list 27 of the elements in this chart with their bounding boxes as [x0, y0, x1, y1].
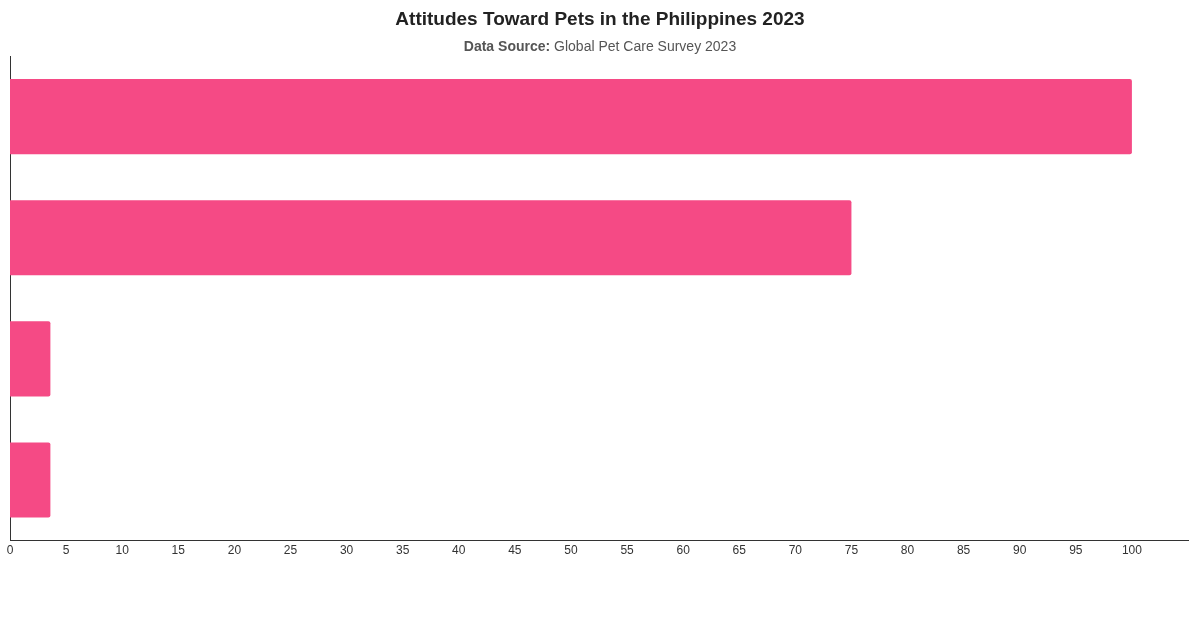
- x-tick-label: 30: [339, 543, 354, 558]
- x-tick-label: 80: [900, 543, 915, 558]
- x-tick-label: 40: [452, 543, 466, 558]
- bar: [10, 200, 852, 276]
- x-tick-label: 55: [620, 543, 635, 558]
- x-tick-label: 5: [62, 543, 70, 558]
- x-tick-label: 60: [676, 543, 691, 558]
- x-tick-label: 85: [956, 543, 971, 558]
- x-tick-label: 0: [6, 543, 14, 558]
- x-tick-label: 100: [1121, 543, 1143, 558]
- x-tick-label: 35: [395, 543, 410, 558]
- x-tick-label: 20: [227, 543, 242, 558]
- x-tick-label: 45: [508, 543, 522, 558]
- chart-subtitle: Data Source: Global Pet Care Survey 2023: [462, 38, 738, 54]
- x-tick-label: 15: [171, 543, 186, 558]
- bar: [10, 442, 51, 518]
- chart-title: Attitudes Toward Pets in the Philippines 2023: [394, 8, 806, 30]
- bar: [10, 79, 1132, 155]
- x-tick-label: 50: [564, 543, 578, 558]
- bar: [10, 321, 51, 397]
- x-tick-label: 65: [732, 543, 747, 558]
- x-tick-label: 75: [844, 543, 859, 558]
- x-tick-label: 25: [283, 543, 298, 558]
- x-tick-label: 90: [1013, 543, 1027, 558]
- x-tick-label: 70: [788, 543, 803, 558]
- x-tick-label: 95: [1069, 543, 1083, 558]
- x-tick-label: 10: [115, 543, 130, 558]
